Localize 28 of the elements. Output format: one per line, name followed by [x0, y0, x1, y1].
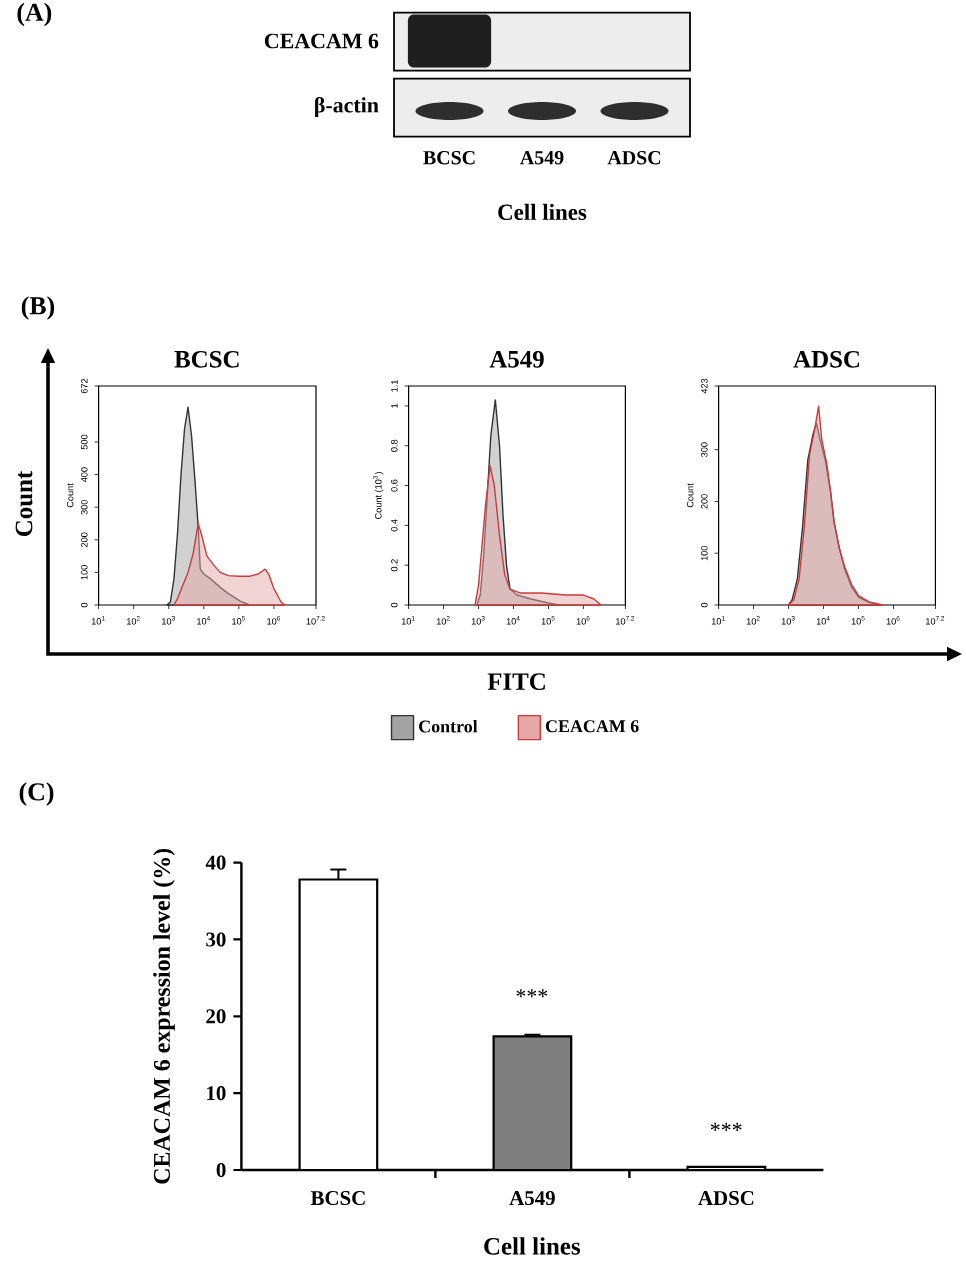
- chart-title: (C): [19, 782, 54, 806]
- annotation: ***: [710, 1122, 742, 1131]
- y-axis-title: CEACAM 6 expression level (%): [153, 848, 175, 1184]
- text: (A): [17, 2, 52, 27]
- text: Count: [15, 470, 33, 537]
- legend-label: Control: [419, 719, 478, 733]
- y-tick-label: 40: [205, 855, 226, 870]
- x-axis-title: Cell lines: [484, 1237, 581, 1255]
- text: Cell lines: [498, 203, 587, 220]
- annotation: ***: [516, 989, 548, 998]
- legend-label: CEACAM 6: [545, 720, 639, 733]
- chart-title: A549: [489, 350, 544, 368]
- y-tick-label: 0: [216, 1162, 226, 1178]
- text: (B): [21, 296, 55, 320]
- text: β-actin: [315, 96, 379, 118]
- x-axis-title: FITC: [487, 673, 545, 691]
- x-tick-label: A549: [509, 1191, 555, 1206]
- y-tick-label: 10: [207, 1086, 226, 1101]
- chart-title: ADSC: [793, 350, 860, 368]
- category-label: ADSC: [607, 151, 661, 165]
- category-label: A549: [520, 151, 564, 165]
- category-label: BCSC: [423, 151, 475, 165]
- chart-title: BCSC: [174, 350, 239, 368]
- text: CEACAM 6: [264, 33, 379, 49]
- x-tick-label: ADSC: [698, 1191, 754, 1206]
- y-tick-label: 30: [206, 932, 226, 947]
- y-tick-label: 20: [206, 1009, 226, 1024]
- x-tick-label: BCSC: [310, 1191, 365, 1206]
